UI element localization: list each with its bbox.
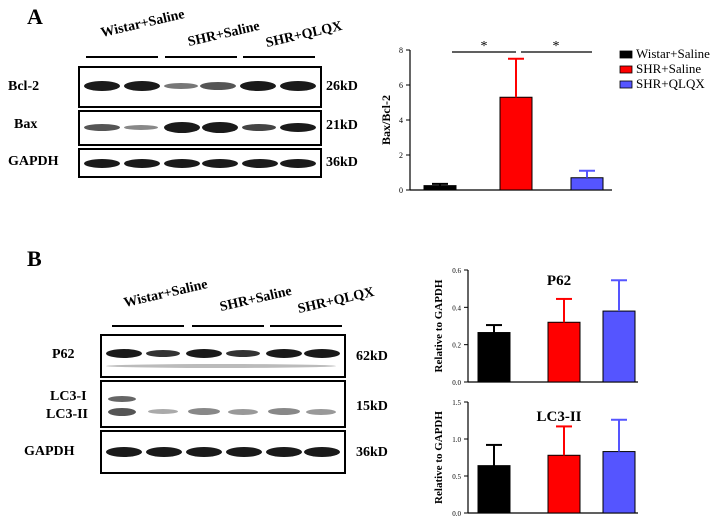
legend-swatch-2 <box>619 80 633 89</box>
group-line-wistar <box>86 56 158 58</box>
blot-gapdh-b <box>100 430 346 474</box>
bar-shr-saline <box>499 96 533 191</box>
bar-shr-saline <box>547 454 581 514</box>
blot-p62 <box>100 334 346 378</box>
y-tick-label: 1.5 <box>452 399 461 407</box>
significance-star-2: * <box>553 39 560 54</box>
mw-gapdh-b: 36kD <box>356 445 388 460</box>
bar-wistar-saline <box>423 185 457 191</box>
panel-b-group-shr-qlqx: SHR+QLQX <box>296 284 376 318</box>
legend-swatch-1 <box>619 65 633 74</box>
panel-b-group-wistar: Wistar+Saline <box>122 277 210 312</box>
group-line-shr-qlqx <box>243 56 315 58</box>
chart-title: P62 <box>547 273 571 289</box>
bar-wistar-saline <box>477 465 511 514</box>
y-tick-label: 0.0 <box>452 510 461 518</box>
chart-lc3-ii: 0.0 0.5 1.0 1.5 Relative to GAPDH LC3-II <box>433 399 638 518</box>
bar-wistar-saline <box>477 332 511 383</box>
y-tick-label: 8 <box>399 46 403 55</box>
y-tick-label: 0 <box>399 186 403 195</box>
panel-a-group-shr-saline: SHR+Saline <box>186 18 262 51</box>
row-label-bax: Bax <box>14 117 38 132</box>
row-label-gapdh-b: GAPDH <box>24 444 75 459</box>
group-line-b-wistar <box>112 325 184 327</box>
row-label-p62: P62 <box>52 347 75 362</box>
mw-p62: 62kD <box>356 349 388 364</box>
group-line-b-shr-qlqx <box>270 325 342 327</box>
panel-a-group-shr-qlqx: SHR+QLQX <box>264 18 344 52</box>
y-tick-label: 0.5 <box>452 473 461 481</box>
row-label-lc3-i: LC3-I <box>50 389 87 404</box>
bar-shr-qlqx <box>570 177 604 191</box>
panel-a-letter: A <box>27 4 43 29</box>
y-tick-label: 4 <box>399 116 403 125</box>
row-label-gapdh-a: GAPDH <box>8 154 59 169</box>
mw-bax: 21kD <box>326 118 358 133</box>
panel-b-letter: B <box>27 246 42 271</box>
bar-shr-qlqx <box>602 451 636 514</box>
row-label-lc3-ii: LC3-II <box>46 407 89 422</box>
legend-swatch-0 <box>619 50 633 59</box>
y-tick-label: 1.0 <box>452 436 461 444</box>
blot-lc3 <box>100 380 346 428</box>
group-line-b-shr-saline <box>192 325 264 327</box>
mw-lc3: 15kD <box>356 399 388 414</box>
blot-bax <box>78 110 322 146</box>
y-tick-label: 0.4 <box>452 304 461 312</box>
y-axis-label: Bax/Bcl-2 <box>380 95 393 145</box>
y-tick-label: 0.2 <box>452 342 461 350</box>
group-line-shr-saline <box>165 56 237 58</box>
legend-label-2: SHR+QLQX <box>636 76 705 91</box>
y-tick-label: 6 <box>399 81 403 90</box>
mw-gapdh-a: 36kD <box>326 155 358 170</box>
significance-star-1: * <box>481 39 488 54</box>
chart-p62: 0.0 0.2 0.4 0.6 Relative to GAPDH P62 <box>433 267 638 387</box>
chart-title: LC3-II <box>536 409 581 425</box>
legend-label-1: SHR+Saline <box>636 61 701 76</box>
y-tick-label: 0.0 <box>452 379 461 387</box>
panel-b-group-shr-saline: SHR+Saline <box>218 283 294 316</box>
y-tick-label: 2 <box>399 151 403 160</box>
blot-gapdh-a <box>78 148 322 178</box>
blot-bcl2 <box>78 66 322 108</box>
y-axis-label: Relative to GAPDH <box>433 279 445 372</box>
bar-shr-qlqx <box>602 310 636 383</box>
y-tick-label: 0.6 <box>452 267 461 275</box>
chart-bax-bcl2: 0 2 4 6 8 Bax/Bcl-2 * * Wistar+SalineSHR+SalineS… <box>380 39 710 195</box>
legend-label-0: Wistar+Saline <box>636 46 710 61</box>
y-axis-label: Relative to GAPDH <box>433 411 445 504</box>
mw-bcl2: 26kD <box>326 79 358 94</box>
panel-a-group-wistar: Wistar+Saline <box>99 7 187 42</box>
bar-shr-saline <box>547 321 581 383</box>
row-label-bcl2: Bcl-2 <box>8 79 40 94</box>
